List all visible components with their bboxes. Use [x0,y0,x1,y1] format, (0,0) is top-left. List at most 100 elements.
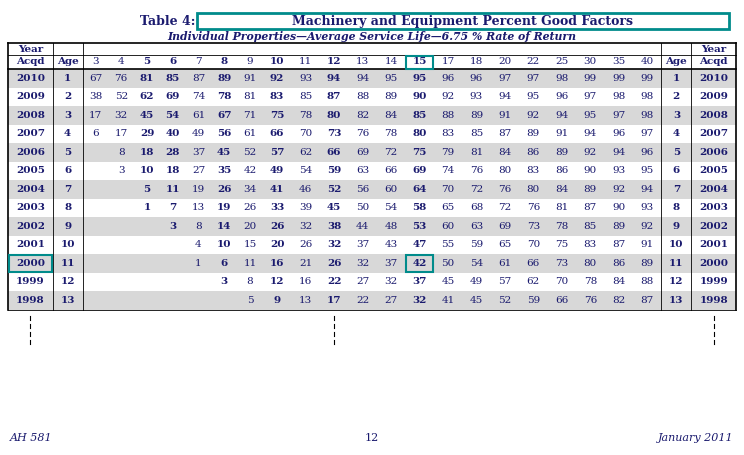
Text: 47: 47 [412,240,426,249]
Text: 73: 73 [555,259,568,268]
Text: 8: 8 [673,203,680,212]
Text: 6: 6 [221,259,228,268]
Text: 13: 13 [669,296,684,305]
Text: 17: 17 [441,57,455,66]
Text: 80: 80 [412,129,426,138]
Text: 4: 4 [673,129,680,138]
Text: 78: 78 [583,277,597,286]
Text: 13: 13 [192,203,205,212]
Text: 97: 97 [583,92,597,101]
Text: 7: 7 [64,185,71,194]
Text: 2000: 2000 [16,259,45,268]
Text: 90: 90 [412,92,426,101]
Text: 9: 9 [64,222,71,231]
Text: 1: 1 [673,74,680,83]
Text: 89: 89 [217,74,231,83]
Text: 30: 30 [583,57,597,66]
Text: 75: 75 [412,148,426,157]
Text: 26: 26 [327,259,341,268]
Text: 92: 92 [641,222,654,231]
Text: 6: 6 [673,166,680,175]
Text: 4: 4 [118,57,124,66]
Text: 88: 88 [441,111,455,120]
Text: 19: 19 [217,203,231,212]
Text: 2003: 2003 [16,203,45,212]
Text: 81: 81 [555,203,568,212]
Text: 97: 97 [527,74,540,83]
Text: 11: 11 [243,259,257,268]
Text: 40: 40 [641,57,654,66]
Text: 40: 40 [165,129,180,138]
Text: 76: 76 [115,74,128,83]
Text: 49: 49 [469,277,483,286]
Text: 12: 12 [270,277,284,286]
Text: 13: 13 [60,296,75,305]
Text: 91: 91 [243,74,257,83]
Text: 11: 11 [165,185,180,194]
Text: 89: 89 [385,92,397,101]
Text: 26: 26 [270,222,284,231]
Text: 89: 89 [641,259,654,268]
Text: 1: 1 [144,203,150,212]
Text: 42: 42 [243,166,257,175]
Text: 26: 26 [217,185,231,194]
Text: 2008: 2008 [16,111,45,120]
Text: 92: 92 [612,185,626,194]
Text: 2004: 2004 [699,185,728,194]
Text: 54: 54 [385,203,397,212]
Text: 6: 6 [64,166,71,175]
Text: 4: 4 [195,240,202,249]
Text: 91: 91 [498,111,511,120]
Text: 64: 64 [412,185,426,194]
Text: January 2011: January 2011 [658,433,734,443]
Text: 76: 76 [498,185,511,194]
Text: 75: 75 [270,111,284,120]
Text: 86: 86 [555,166,568,175]
Text: 62: 62 [299,148,312,157]
Text: 88: 88 [641,277,654,286]
Text: 78: 78 [555,222,568,231]
Text: 54: 54 [166,111,180,120]
Text: 15: 15 [412,57,426,66]
Text: 21: 21 [299,259,312,268]
Text: 2000: 2000 [699,259,728,268]
Text: 62: 62 [527,277,540,286]
Text: 29: 29 [140,129,154,138]
Text: 50: 50 [356,203,369,212]
Text: 32: 32 [412,296,426,305]
Text: 70: 70 [299,129,312,138]
Text: 1998: 1998 [699,296,728,305]
Text: 66: 66 [385,166,397,175]
Text: 94: 94 [583,129,597,138]
Text: 20: 20 [270,240,284,249]
Text: 56: 56 [217,129,231,138]
Text: 65: 65 [441,203,455,212]
Text: 13: 13 [356,57,369,66]
Text: 35: 35 [217,166,231,175]
Text: 86: 86 [527,148,540,157]
Text: 83: 83 [270,92,284,101]
Text: 69: 69 [165,92,180,101]
Text: 84: 84 [612,277,626,286]
Text: 69: 69 [356,148,369,157]
Text: 70: 70 [555,277,568,286]
Text: 76: 76 [527,203,540,212]
Text: 68: 68 [469,203,483,212]
Text: 8: 8 [247,277,253,286]
Text: 69: 69 [412,166,426,175]
Text: 38: 38 [89,92,102,101]
Text: 84: 84 [385,111,397,120]
Text: 2001: 2001 [16,240,45,249]
Text: 84: 84 [498,148,511,157]
Text: 8: 8 [64,203,71,212]
Text: 57: 57 [270,148,284,157]
Text: 20: 20 [243,222,257,231]
Text: Table 4:: Table 4: [140,15,195,28]
Text: 3: 3 [169,222,176,231]
Text: 72: 72 [498,203,511,212]
Text: 2007: 2007 [699,129,728,138]
Text: 87: 87 [498,129,511,138]
Text: 87: 87 [641,296,654,305]
Text: 59: 59 [527,296,540,305]
Text: 35: 35 [612,57,626,66]
